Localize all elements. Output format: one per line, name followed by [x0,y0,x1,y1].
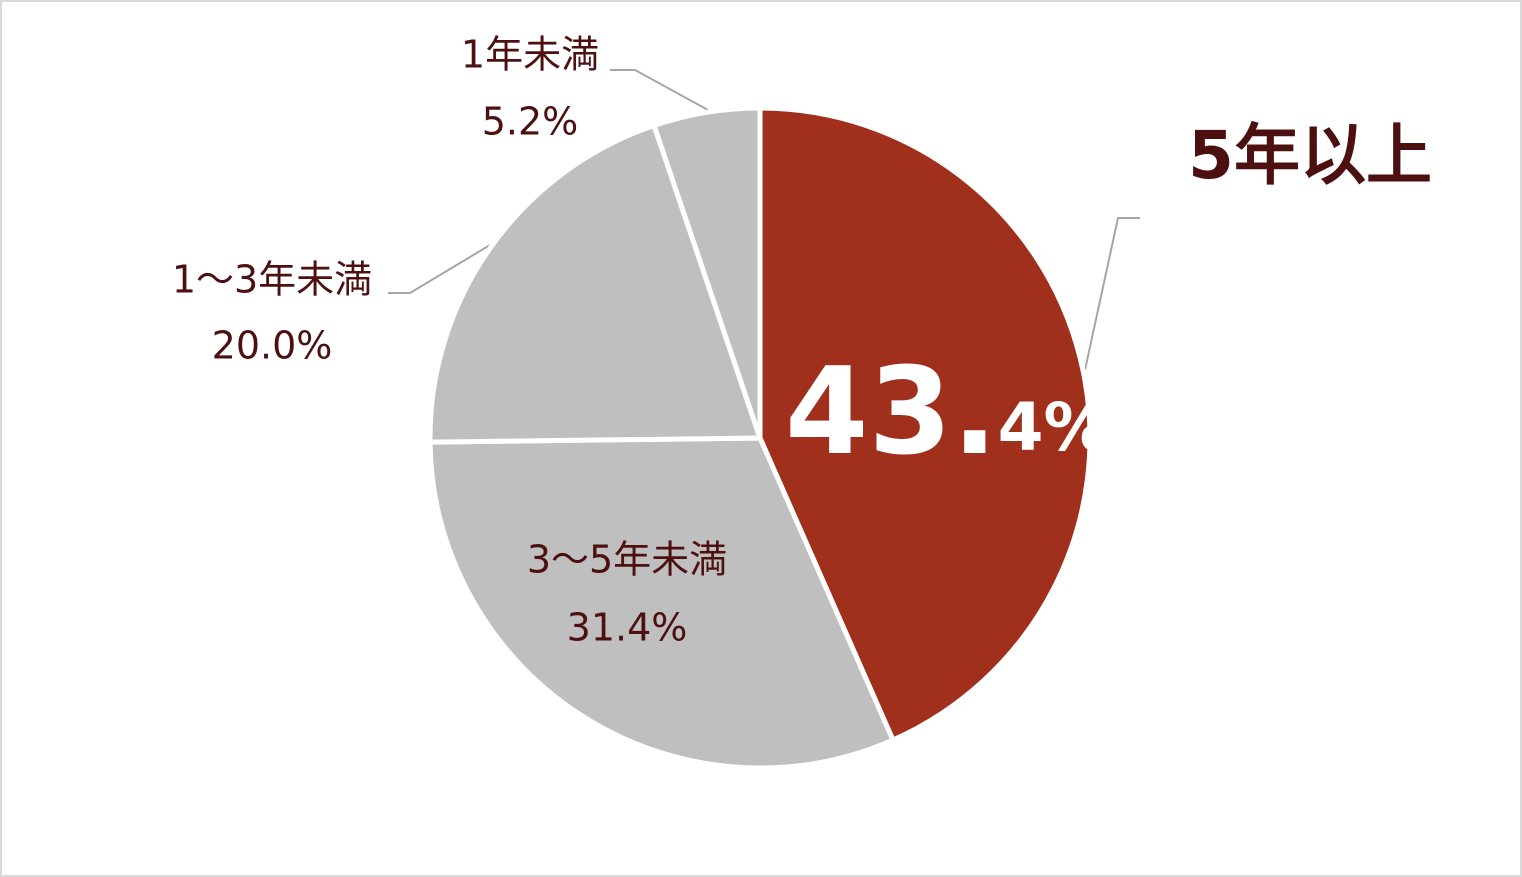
pie-slice [757,105,1093,743]
leader-line [610,69,709,111]
value-label: 20.0% [212,324,333,368]
category-label: 3～5年未満 [527,538,727,582]
value-label-major: 43. [785,343,998,482]
pie-slice [427,435,896,771]
value-label: 5.2% [482,100,579,144]
value-label: 31.4% [567,606,688,650]
pie-slice [427,122,763,445]
value-label: 43.4% [785,343,1110,482]
category-label: 1～3年未満 [172,258,372,302]
pie-slice [651,105,763,441]
leader-line [388,244,491,294]
value-label-minor: 4% [998,389,1110,466]
category-label: 1年未満 [461,33,599,77]
category-label: 5年以上 [1188,117,1432,194]
leader-line [1084,217,1140,371]
